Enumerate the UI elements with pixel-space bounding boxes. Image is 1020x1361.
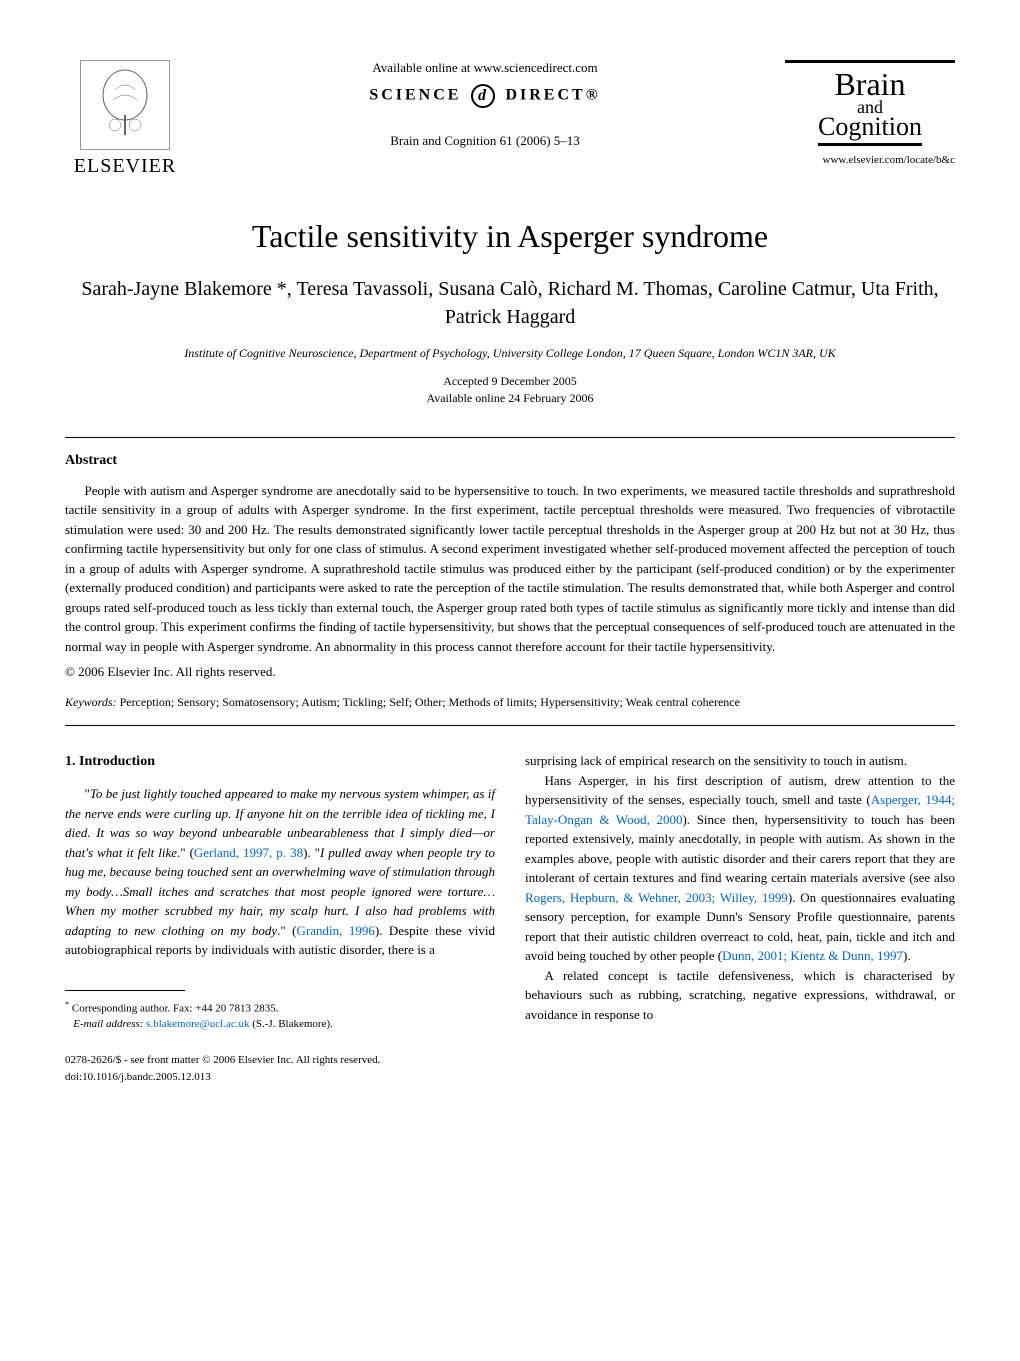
right-column: surprising lack of empirical research on… xyxy=(525,751,955,1085)
science-direct-logo: SCIENCE d DIRECT® xyxy=(205,84,765,108)
keywords-section: Keywords: Perception; Sensory; Somatosen… xyxy=(65,695,955,710)
authors-list: Sarah-Jayne Blakemore *, Teresa Tavassol… xyxy=(65,275,955,331)
page-header: ELSEVIER Available online at www.science… xyxy=(65,60,955,178)
keywords-content: Perception; Sensory; Somatosensory; Auti… xyxy=(117,695,740,709)
introduction-heading: 1. Introduction xyxy=(65,751,495,772)
science-direct-icon: d xyxy=(471,84,495,108)
elsevier-logo: ELSEVIER xyxy=(65,60,185,178)
citation-grandin[interactable]: Grandin, 1996 xyxy=(297,923,375,938)
copyright-text: © 2006 Elsevier Inc. All rights reserved… xyxy=(65,664,955,680)
divider-line xyxy=(65,437,955,438)
left-column: 1. Introduction "To be just lightly touc… xyxy=(65,751,495,1085)
two-column-body: 1. Introduction "To be just lightly touc… xyxy=(65,751,955,1085)
journal-logo: Brain and Cognition www.elsevier.com/loc… xyxy=(785,60,955,166)
divider-line xyxy=(65,725,955,726)
affiliation: Institute of Cognitive Neuroscience, Dep… xyxy=(65,346,955,361)
cognition-text: Cognition xyxy=(818,114,922,146)
science-direct-pre: SCIENCE xyxy=(369,87,461,104)
email-post: (S.-J. Blakemore). xyxy=(249,1018,332,1030)
intro-paragraph-1: "To be just lightly touched appeared to … xyxy=(65,784,495,960)
article-dates: Accepted 9 December 2005 Available onlin… xyxy=(65,373,955,407)
col2-p2-end: ). xyxy=(903,948,911,963)
corresponding-author: * Corresponding author. Fax: +44 20 7813… xyxy=(65,999,495,1017)
citation-gerland[interactable]: Gerland, 1997, p. 38 xyxy=(194,845,303,860)
journal-reference: Brain and Cognition 61 (2006) 5–13 xyxy=(205,133,765,149)
journal-url: www.elsevier.com/locate/b&c xyxy=(785,154,955,166)
col2-p1: surprising lack of empirical research on… xyxy=(525,751,955,771)
issn-line: 0278-2626/$ - see front matter © 2006 El… xyxy=(65,1052,495,1069)
center-header: Available online at www.sciencedirect.co… xyxy=(185,60,785,149)
keywords-label: Keywords: xyxy=(65,695,117,709)
available-online-text: Available online at www.sciencedirect.co… xyxy=(205,60,765,76)
email-label: E-mail address: xyxy=(73,1018,143,1030)
elsevier-text: ELSEVIER xyxy=(74,155,176,178)
footnote-section: * Corresponding author. Fax: +44 20 7813… xyxy=(65,999,495,1032)
science-direct-post: DIRECT® xyxy=(505,87,600,104)
col2-p2: Hans Asperger, in his first description … xyxy=(525,771,955,966)
brain-text: Brain xyxy=(785,68,955,100)
journal-logo-box: Brain and Cognition xyxy=(785,60,955,146)
online-date: Available online 24 February 2006 xyxy=(65,390,955,407)
citation-rogers[interactable]: Rogers, Hepburn, & Wehner, 2003; Willey,… xyxy=(525,890,788,905)
corresponding-text: Corresponding author. Fax: +44 20 7813 2… xyxy=(72,1002,279,1014)
quote1-post: ." ( xyxy=(177,845,194,860)
page-footer: 0278-2626/$ - see front matter © 2006 El… xyxy=(65,1052,495,1085)
citation-dunn[interactable]: Dunn, 2001; Kientz & Dunn, 1997 xyxy=(722,948,903,963)
article-title: Tactile sensitivity in Asperger syndrome xyxy=(65,218,955,255)
email-address[interactable]: s.blakemore@ucl.ac.uk xyxy=(146,1018,249,1030)
quote2-post: ." ( xyxy=(277,923,296,938)
footnote-separator xyxy=(65,990,185,991)
accepted-date: Accepted 9 December 2005 xyxy=(65,373,955,390)
col2-p3: A related concept is tactile defensivene… xyxy=(525,966,955,1025)
email-line: E-mail address: s.blakemore@ucl.ac.uk (S… xyxy=(65,1017,495,1032)
elsevier-tree-icon xyxy=(80,60,170,150)
abstract-text: People with autism and Asperger syndrome… xyxy=(65,481,955,657)
abstract-heading: Abstract xyxy=(65,453,955,469)
doi-line: doi:10.1016/j.bandc.2005.12.013 xyxy=(65,1069,495,1086)
quote1-end: ). " xyxy=(303,845,320,860)
